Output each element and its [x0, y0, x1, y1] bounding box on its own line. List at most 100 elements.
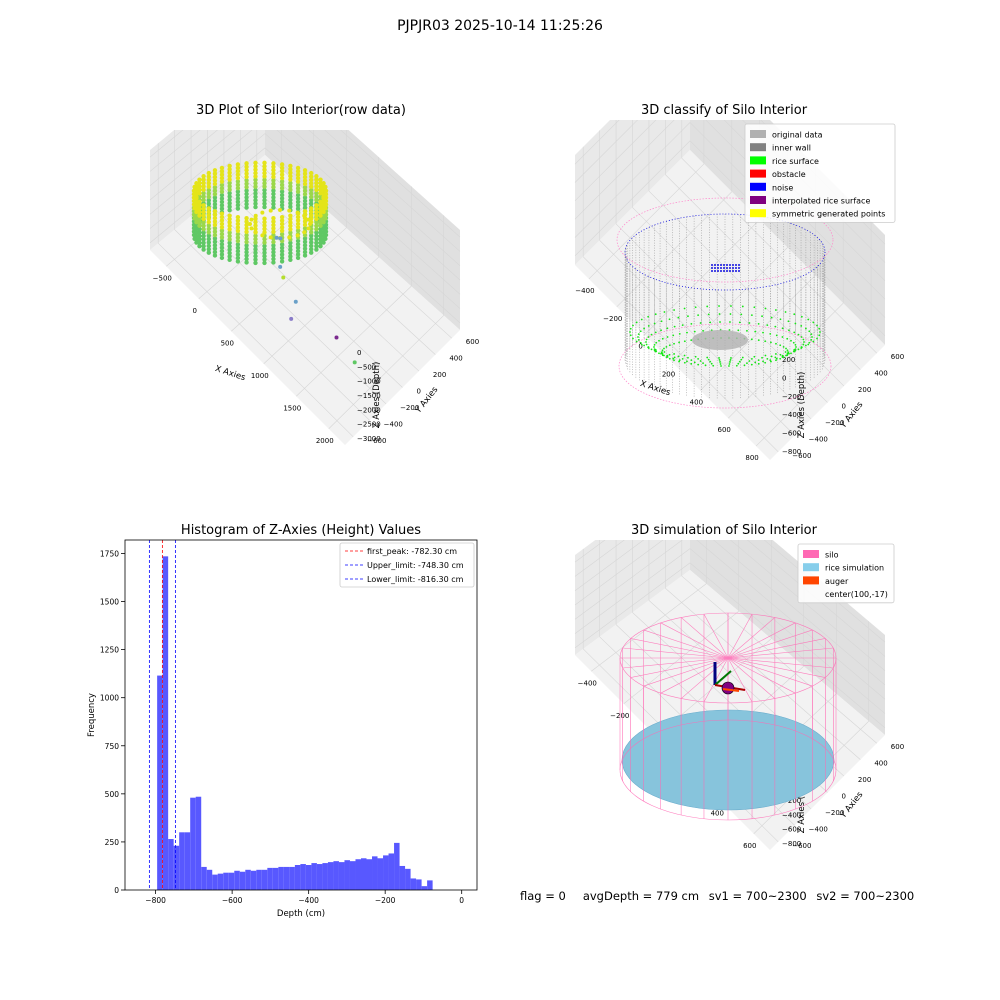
raw-point [253, 191, 258, 196]
raw-point [271, 256, 276, 262]
classify-rice-point [709, 360, 712, 363]
raw-outlier-point [281, 275, 286, 280]
histogram-bar [184, 832, 191, 890]
sim-x-tick: 400 [711, 809, 724, 817]
raw-point [262, 160, 267, 166]
raw-point [262, 184, 267, 189]
classify-rice-point [800, 325, 803, 327]
raw-point [302, 185, 308, 190]
raw-point [249, 226, 254, 231]
classify-rice-point [653, 349, 656, 352]
histogram-y-tick: 1000 [100, 694, 119, 703]
raw-point [219, 255, 225, 261]
classify-rice-point [730, 305, 732, 307]
classify-rice-point [678, 333, 681, 335]
raw-point [201, 203, 206, 208]
raw-point [314, 174, 319, 179]
histogram-legend-label: first_peak: -782.30 cm [367, 547, 457, 556]
classify-rice-point [647, 336, 650, 338]
raw-point [279, 248, 285, 254]
raw-point [212, 239, 218, 245]
histogram-y-tick: 250 [105, 838, 120, 847]
sim-z-tick: −400 [782, 811, 801, 819]
classify-x-label: X Axies [639, 379, 672, 398]
histogram-y-tick: 750 [105, 742, 120, 751]
raw-outlier-point [289, 316, 294, 321]
raw-point [219, 238, 225, 244]
classify-rice-point [803, 341, 805, 343]
classify-legend-label: rice surface [772, 157, 819, 166]
classify-rice-point [779, 344, 782, 347]
raw-point [314, 233, 319, 239]
classify-rice-point [687, 356, 689, 359]
raw-point [262, 177, 267, 183]
raw-point [279, 196, 285, 201]
raw-point [219, 186, 225, 191]
classify-noise-point [729, 267, 731, 269]
classify-rice-point [673, 325, 676, 328]
raw-point [244, 216, 249, 221]
raw-point [262, 164, 267, 169]
histogram-legend-frame [339, 542, 475, 588]
raw-point [249, 217, 254, 222]
raw-point [279, 252, 285, 257]
raw-point [279, 192, 285, 198]
sim-silo-roof-line [727, 657, 813, 687]
histogram-y-tick: 1750 [100, 549, 119, 558]
histogram-x-tick: −600 [222, 896, 243, 905]
classify-rice-point [807, 318, 810, 321]
raw-point [271, 226, 276, 231]
raw-point [253, 194, 258, 200]
raw-point [302, 246, 308, 251]
sim-z-tick: −200 [782, 797, 801, 805]
raw-x-label: X Axies [214, 364, 247, 383]
raw-point [212, 219, 218, 224]
raw-point [219, 199, 225, 205]
raw-point [271, 250, 276, 255]
sim-grid-z-back [730, 540, 886, 671]
raw-point [227, 257, 232, 263]
histogram-bar [360, 858, 367, 890]
raw-point [271, 195, 276, 200]
raw-point [206, 219, 212, 225]
raw-point [197, 230, 202, 235]
sim-grid-z-back [713, 540, 886, 686]
raw-point [302, 243, 308, 248]
raw-point [262, 243, 267, 249]
raw-point [235, 192, 241, 198]
classify-z-tick: 200 [782, 356, 795, 364]
classify-rice-point [729, 359, 732, 361]
classify-rice-point [750, 363, 753, 366]
raw-point [219, 252, 225, 257]
raw-point [219, 242, 225, 247]
sim-grid-z-back [746, 540, 886, 657]
classify-rice-point [750, 357, 753, 360]
classify-rice-point [794, 348, 797, 351]
classify-rice-point [697, 363, 700, 366]
sim-z-tick: −600 [782, 826, 801, 834]
raw-point [314, 209, 319, 215]
classify-rice-point [779, 353, 782, 356]
raw-point [201, 191, 206, 196]
raw-point [279, 214, 285, 220]
raw-point [318, 213, 323, 218]
raw-point [271, 171, 276, 176]
classify-rice-point [663, 354, 665, 357]
raw-point [314, 203, 319, 208]
raw-point [253, 201, 258, 206]
raw-point [295, 165, 301, 171]
raw-point [318, 237, 323, 242]
raw-point [279, 172, 285, 177]
classify-rice-point [653, 346, 655, 348]
sim-legend-swatch [803, 563, 819, 572]
raw-point [279, 259, 285, 264]
classify-rice-point [668, 353, 671, 356]
raw-point [244, 222, 249, 228]
raw-point [219, 214, 225, 220]
raw-point [191, 188, 197, 193]
classify-legend-label: original data [772, 131, 823, 140]
raw-point [206, 191, 212, 196]
sim-auger [722, 688, 740, 692]
classify-noise-point [738, 267, 740, 269]
classify-noise-point [720, 270, 722, 272]
